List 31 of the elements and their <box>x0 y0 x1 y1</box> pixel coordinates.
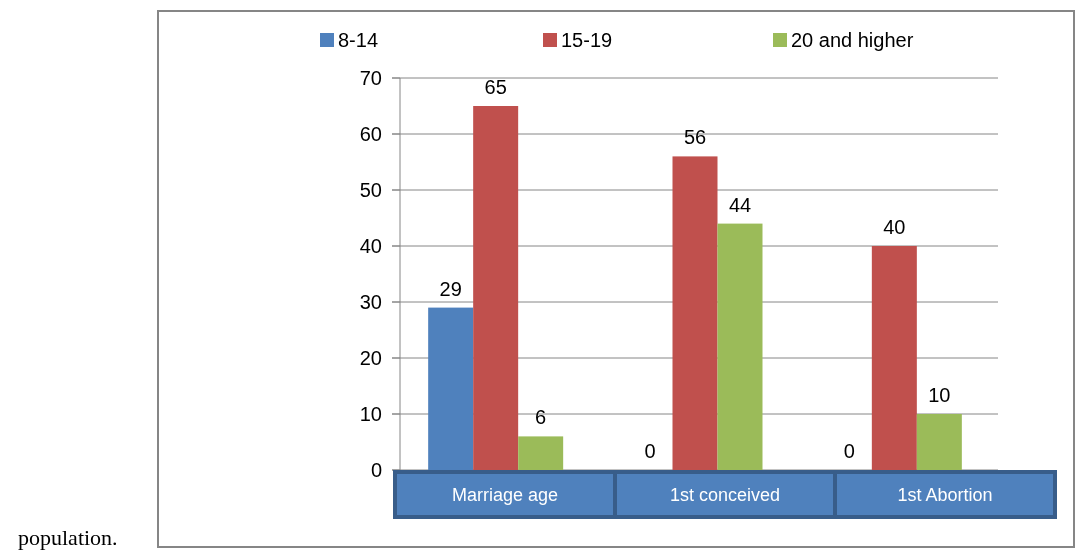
bar <box>428 307 474 470</box>
y-tick-label: 30 <box>359 291 382 313</box>
bar <box>916 414 962 470</box>
x-tick-label: 1st Abortion <box>897 485 993 505</box>
data-label: 6 <box>535 406 547 429</box>
data-label: 65 <box>484 76 507 98</box>
y-tick-label: 0 <box>370 459 382 481</box>
legend-label: 15-19 <box>561 29 613 51</box>
bar <box>717 223 763 470</box>
bar <box>473 106 519 470</box>
y-tick-label: 20 <box>359 347 382 369</box>
data-label: 0 <box>843 440 855 462</box>
data-label: 56 <box>683 126 707 149</box>
legend-label: 8-14 <box>338 29 379 51</box>
y-tick-label: 50 <box>359 179 382 201</box>
text: population. <box>18 525 118 550</box>
data-label: 44 <box>728 193 752 216</box>
data-label: 29 <box>439 277 462 300</box>
data-label: 10 <box>928 384 951 406</box>
bar <box>871 246 917 470</box>
x-tick-label: 1st conceived <box>669 485 781 505</box>
y-tick-label: 60 <box>359 123 382 145</box>
bar <box>672 156 718 470</box>
y-tick-label: 10 <box>359 403 382 425</box>
y-tick-label: 40 <box>359 235 382 257</box>
data-label: 40 <box>883 216 906 238</box>
y-tick-label: 70 <box>359 67 382 89</box>
bar <box>518 436 564 470</box>
data-label: 0 <box>644 440 656 462</box>
legend-label: 20 and higher <box>791 29 914 51</box>
x-tick-label: Marriage age <box>451 485 559 505</box>
